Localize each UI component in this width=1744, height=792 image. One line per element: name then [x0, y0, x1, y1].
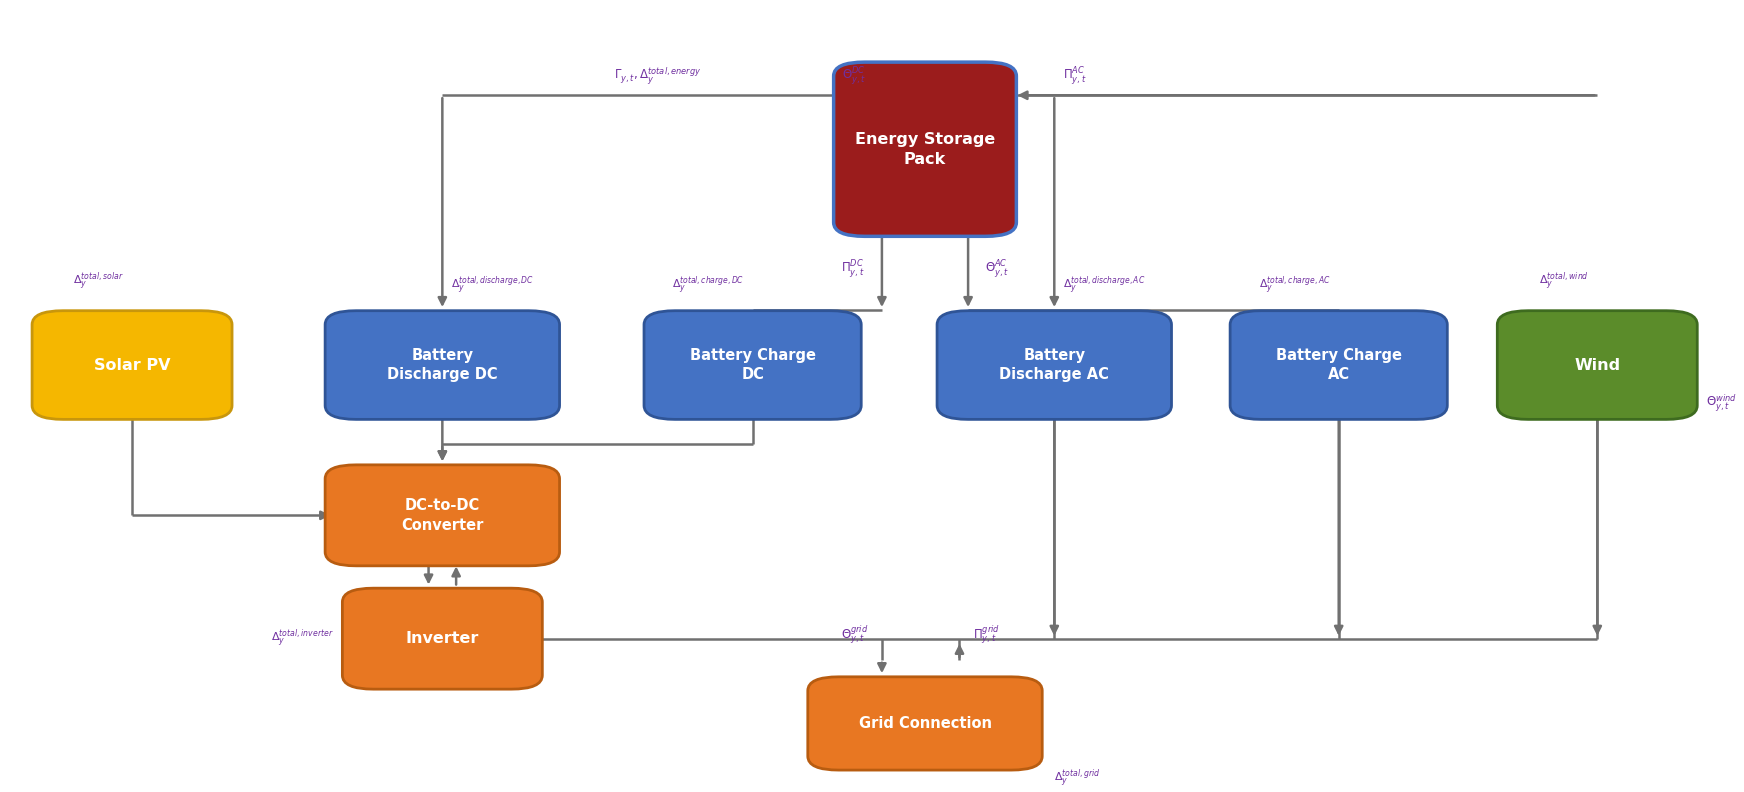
FancyBboxPatch shape: [324, 310, 560, 420]
FancyBboxPatch shape: [834, 62, 1017, 236]
Text: $\Delta_y^{total,solar}$: $\Delta_y^{total,solar}$: [73, 271, 124, 293]
Text: $\Delta_y^{total,charge,AC}$: $\Delta_y^{total,charge,AC}$: [1259, 275, 1331, 297]
FancyBboxPatch shape: [807, 677, 1043, 770]
Text: $\Theta_{y,t}^{AC}$: $\Theta_{y,t}^{AC}$: [985, 257, 1010, 280]
Text: $\Pi_{y,t}^{DC}$: $\Pi_{y,t}^{DC}$: [841, 257, 865, 280]
Text: $\Theta_{y,t}^{grid}$: $\Theta_{y,t}^{grid}$: [841, 623, 869, 645]
FancyBboxPatch shape: [31, 310, 232, 420]
FancyBboxPatch shape: [342, 588, 542, 689]
Text: $\Delta_y^{total,discharge,AC}$: $\Delta_y^{total,discharge,AC}$: [1062, 275, 1146, 297]
Text: $\Theta_{y,t}^{wind}$: $\Theta_{y,t}^{wind}$: [1706, 393, 1737, 414]
FancyBboxPatch shape: [937, 310, 1172, 420]
FancyBboxPatch shape: [324, 465, 560, 565]
Text: $\Delta_y^{total,discharge,DC}$: $\Delta_y^{total,discharge,DC}$: [452, 275, 534, 297]
Text: Energy Storage
Pack: Energy Storage Pack: [855, 131, 996, 166]
Text: Battery
Discharge DC: Battery Discharge DC: [387, 348, 497, 383]
Text: $\Pi_{y,t}^{grid}$: $\Pi_{y,t}^{grid}$: [973, 623, 1001, 645]
Text: $\Delta_y^{total,grid}$: $\Delta_y^{total,grid}$: [1055, 768, 1100, 790]
Text: $\Delta_y^{total,charge,DC}$: $\Delta_y^{total,charge,DC}$: [671, 275, 745, 297]
Text: DC-to-DC
Converter: DC-to-DC Converter: [401, 498, 483, 533]
Text: $\Delta_y^{total,inverter}$: $\Delta_y^{total,inverter}$: [270, 627, 333, 649]
FancyBboxPatch shape: [1230, 310, 1448, 420]
Text: $\Gamma_{y,t}, \Delta_y^{total,energy}$: $\Gamma_{y,t}, \Delta_y^{total,energy}$: [614, 65, 701, 86]
Text: Grid Connection: Grid Connection: [858, 716, 992, 731]
Text: Battery
Discharge AC: Battery Discharge AC: [999, 348, 1109, 383]
Text: Battery Charge
DC: Battery Charge DC: [689, 348, 816, 383]
Text: Inverter: Inverter: [406, 631, 480, 646]
Text: Wind: Wind: [1575, 357, 1620, 372]
FancyBboxPatch shape: [644, 310, 862, 420]
Text: Solar PV: Solar PV: [94, 357, 171, 372]
Text: $\Delta_y^{total,wind}$: $\Delta_y^{total,wind}$: [1538, 271, 1589, 293]
Text: $\Theta_{y,t}^{DC}$: $\Theta_{y,t}^{DC}$: [842, 65, 867, 87]
FancyBboxPatch shape: [1498, 310, 1697, 420]
Text: $\Pi_{y,t}^{AC}$: $\Pi_{y,t}^{AC}$: [1062, 65, 1087, 87]
Text: Battery Charge
AC: Battery Charge AC: [1275, 348, 1402, 383]
